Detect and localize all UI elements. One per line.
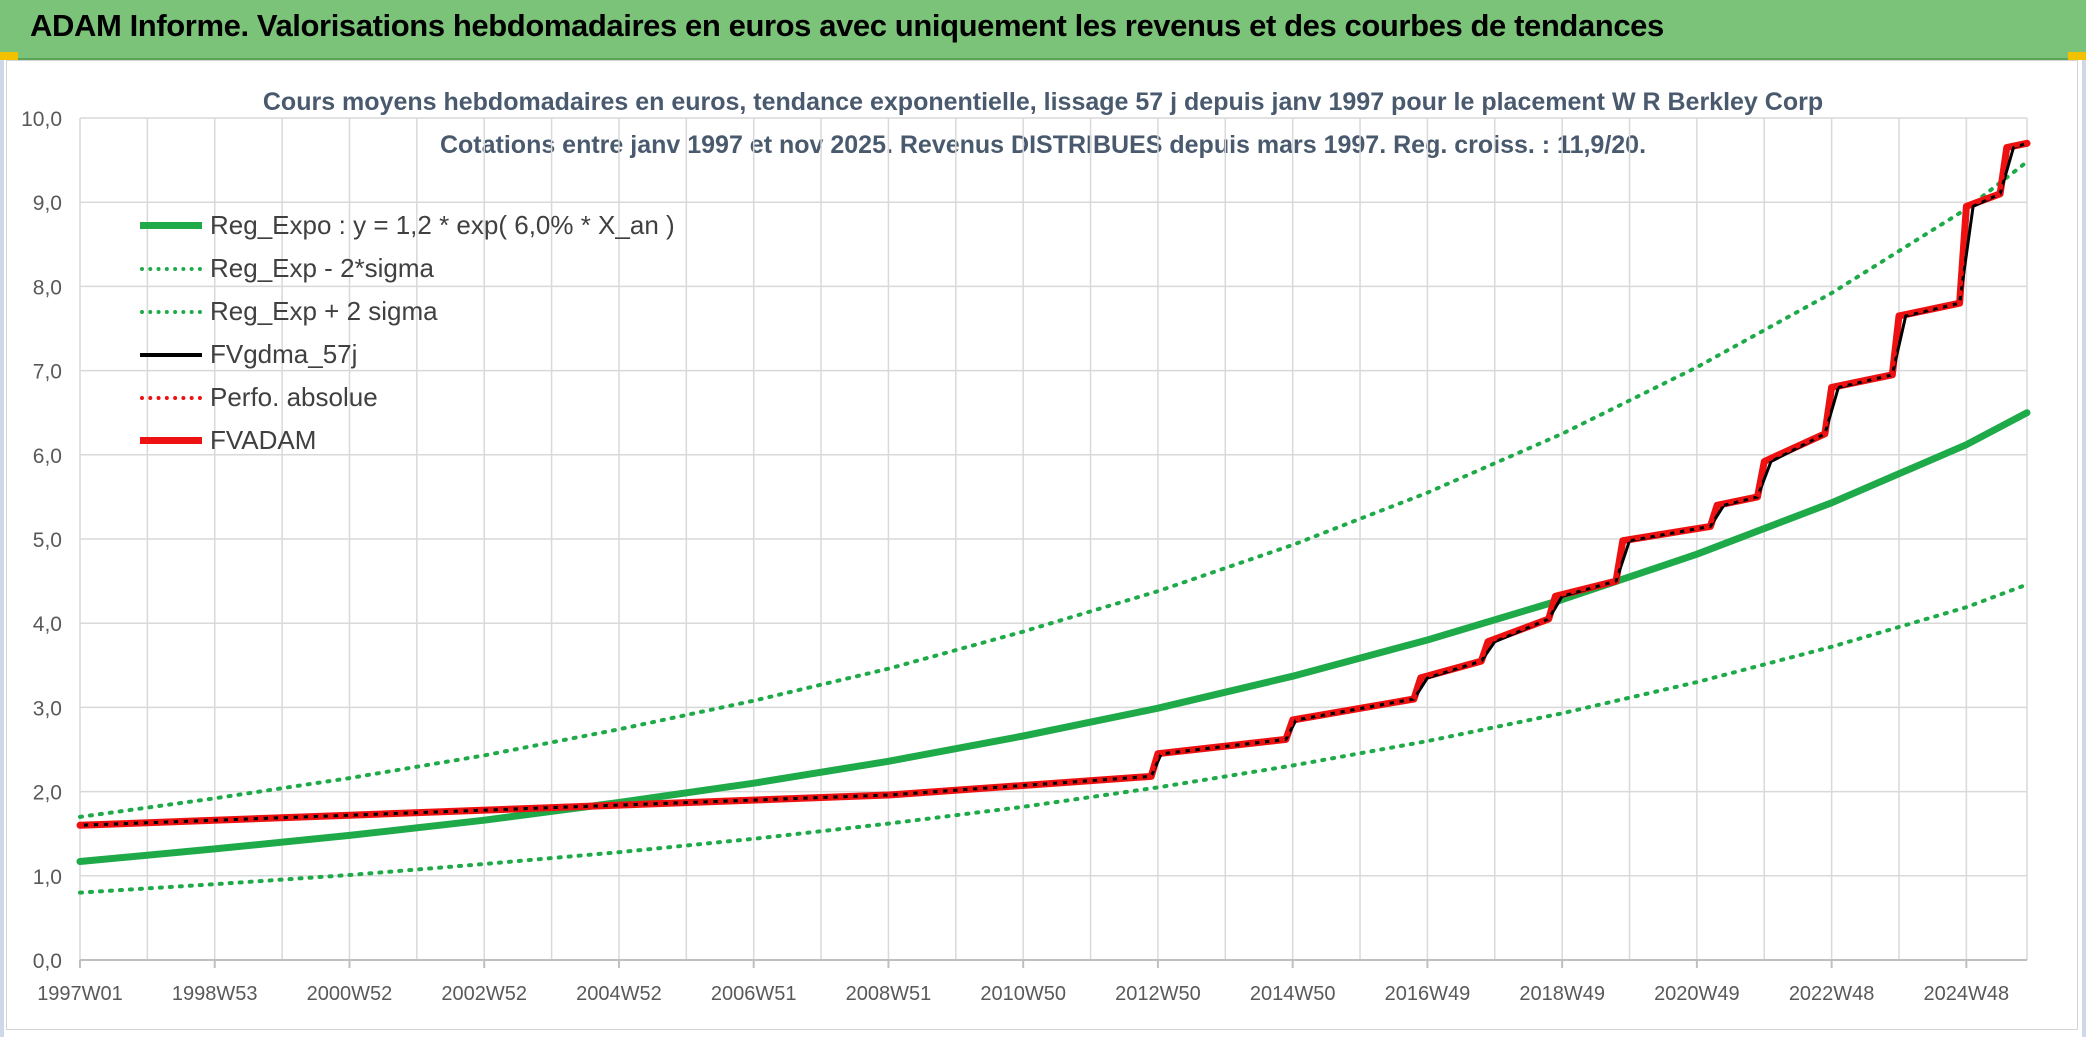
x-tick-label: 2006W51 [711, 983, 797, 1005]
legend-swatch [140, 309, 202, 314]
x-tick-label: 2004W52 [576, 983, 662, 1005]
corner-mark-left [0, 52, 18, 60]
y-tick-label: 4,0 [33, 613, 62, 636]
y-tick-label: 0,0 [33, 950, 62, 973]
frame-edge-right [2082, 60, 2086, 1037]
header-banner: ADAM Informe. Valorisations hebdomadaire… [0, 0, 2086, 60]
series-line-0 [76, 409, 2031, 865]
corner-mark-right [2068, 52, 2086, 60]
x-tick-label: 2024W48 [1924, 983, 2010, 1005]
y-tick-label: 2,0 [33, 782, 62, 805]
x-tick-label: 2000W52 [307, 983, 393, 1005]
chart-subtitle: Cotations entre janv 1997 et nov 2025. R… [439, 131, 1647, 159]
series-line-1 [78, 582, 2029, 895]
legend-swatch [140, 437, 202, 444]
legend-swatch [140, 222, 202, 229]
x-tick-label: 2010W50 [980, 983, 1066, 1005]
x-tick-label: 2012W50 [1115, 983, 1201, 1005]
chart-frame [6, 60, 2078, 1030]
series-lines [76, 139, 2031, 895]
y-tick-label: 7,0 [33, 361, 62, 384]
y-tick-label: 10,0 [21, 108, 62, 131]
legend-swatch [140, 266, 202, 271]
page-title: ADAM Informe. Valorisations hebdomadaire… [30, 8, 1664, 43]
x-tick-label: 1998W53 [172, 983, 258, 1005]
legend-item: Reg_Exp + 2 sigma [140, 290, 675, 333]
x-tick-label: 2016W49 [1385, 983, 1471, 1005]
x-tick-label: 2020W49 [1654, 983, 1740, 1005]
legend-label: Reg_Expo : y = 1,2 * exp( 6,0% * X_an ) [210, 210, 675, 240]
series-line-4 [78, 141, 2029, 828]
legend-label: FVADAM [210, 425, 317, 455]
legend-swatch [140, 352, 202, 357]
y-tick-label: 8,0 [33, 276, 62, 299]
series-line-2 [78, 159, 2029, 819]
x-tick-label: 1997W01 [37, 983, 123, 1005]
y-tick-label: 6,0 [33, 445, 62, 468]
legend-label: Reg_Exp + 2 sigma [210, 296, 438, 326]
x-tick-label: 2002W52 [441, 983, 527, 1005]
x-tick-label: 2014W50 [1250, 983, 1336, 1005]
chart-legend: Reg_Expo : y = 1,2 * exp( 6,0% * X_an ) R… [140, 204, 675, 462]
legend-item: Reg_Expo : y = 1,2 * exp( 6,0% * X_an ) [140, 204, 675, 247]
legend-item: FVADAM [140, 419, 675, 462]
series-line-3 [79, 141, 2028, 827]
x-tick-label: 2008W51 [846, 983, 932, 1005]
y-tick-label: 9,0 [33, 192, 62, 215]
legend-label: Perfo. absolue [210, 382, 378, 412]
grid [79, 117, 2028, 961]
x-tick-label: 2018W49 [1519, 983, 1605, 1005]
y-tick-label: 5,0 [33, 529, 62, 552]
legend-label: FVgdma_57j [210, 339, 358, 369]
legend-swatch [140, 395, 202, 400]
y-tick-label: 3,0 [33, 697, 62, 720]
chart-title: Cours moyens hebdomadaires en euros, ten… [262, 88, 1824, 116]
frame-edge-left [0, 60, 4, 1037]
legend-label: Reg_Exp - 2*sigma [210, 253, 434, 283]
x-tick-label: 2022W48 [1789, 983, 1875, 1005]
axes: 0,0 1,0 2,0 3,0 4,0 5,0 6,0 7,0 8,0 9,0 10,0 1997W0… [21, 108, 2027, 1005]
legend-item: Perfo. absolue [140, 376, 675, 419]
legend-item: Reg_Exp - 2*sigma [140, 247, 675, 290]
y-tick-label: 1,0 [33, 866, 62, 889]
legend-item: FVgdma_57j [140, 333, 675, 376]
